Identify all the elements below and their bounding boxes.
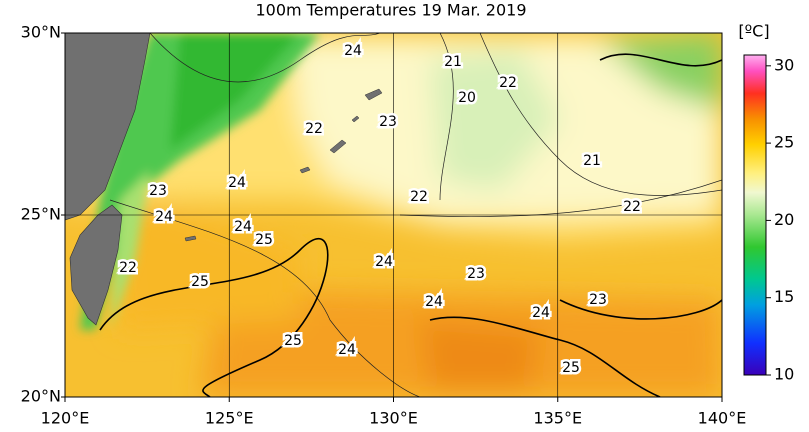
- contour-label: 25: [255, 232, 273, 248]
- contour-label: 25: [284, 333, 302, 349]
- y-tick-label: 30°N: [21, 23, 61, 42]
- contour-label: 21: [444, 54, 462, 70]
- contour-label: 24: [375, 254, 393, 270]
- contour-label: 24: [234, 219, 252, 235]
- temperature-field: [65, 33, 722, 397]
- x-tick-label: 140°E: [698, 409, 747, 428]
- x-tick-label: 120°E: [41, 409, 90, 428]
- colorbar: [743, 54, 767, 376]
- contour-label: 23: [467, 266, 485, 282]
- contour-label: 20: [458, 90, 476, 106]
- contour-label: 22: [499, 75, 517, 91]
- colorbar-unit: [ºC]: [738, 22, 769, 41]
- contour-label: 25: [562, 360, 580, 376]
- contour-labels: 24 21 22 20 23 22 21 24 23 22 22 24 24 2…: [117, 41, 644, 379]
- contour-label: 23: [379, 114, 397, 130]
- contour-label: 22: [119, 260, 137, 276]
- colorbar-tick-label: 25: [774, 133, 794, 152]
- contour-label: 22: [410, 189, 428, 205]
- colorbar-tick-label: 10: [774, 365, 794, 384]
- colorbar-tick-label: 20: [774, 210, 794, 229]
- contour-label: 25: [191, 274, 209, 290]
- contour-label: 24: [344, 43, 362, 59]
- contour-label: 24: [155, 209, 173, 225]
- x-tick-label: 125°E: [205, 409, 254, 428]
- colorbar-tick-label: 30: [774, 55, 794, 74]
- contour-label: 24: [228, 175, 246, 191]
- title: 100m Temperatures 19 Mar. 2019: [255, 1, 526, 20]
- y-tick-label: 25°N: [21, 205, 61, 224]
- colorbar-tick-label: 15: [774, 287, 794, 306]
- contour-label: 24: [532, 305, 550, 321]
- y-tick-label: 20°N: [21, 387, 61, 406]
- graticule: [65, 33, 722, 397]
- contour-label: 22: [623, 199, 641, 215]
- contour-label: 21: [583, 153, 601, 169]
- x-tick-label: 135°E: [533, 409, 582, 428]
- contour-label: 23: [589, 292, 607, 308]
- contour-label: 24: [425, 294, 443, 310]
- x-tick-label: 130°E: [369, 409, 418, 428]
- contour-label: 23: [149, 183, 167, 199]
- contour-label: 22: [305, 121, 323, 137]
- contour-label: 24: [338, 342, 356, 358]
